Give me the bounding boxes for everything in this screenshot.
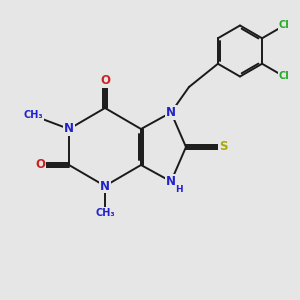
Text: O: O xyxy=(35,158,46,172)
Text: CH₃: CH₃ xyxy=(23,110,43,121)
Text: O: O xyxy=(100,74,110,88)
Text: N: N xyxy=(64,122,74,136)
Text: Cl: Cl xyxy=(279,71,289,82)
Text: N: N xyxy=(166,175,176,188)
Text: CH₃: CH₃ xyxy=(95,208,115,218)
Text: H: H xyxy=(175,185,182,194)
Text: N: N xyxy=(100,179,110,193)
Text: N: N xyxy=(166,106,176,119)
Text: Cl: Cl xyxy=(279,20,289,31)
Text: S: S xyxy=(219,140,228,154)
